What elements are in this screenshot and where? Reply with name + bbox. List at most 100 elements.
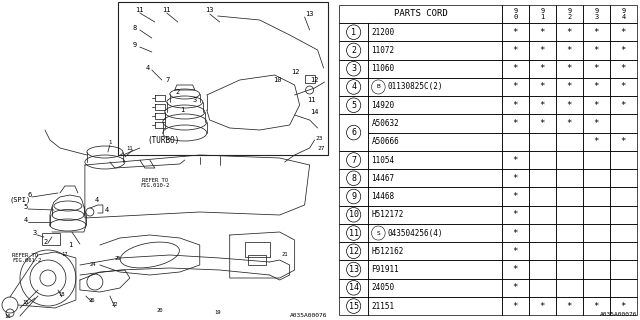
Circle shape: [347, 226, 361, 240]
Bar: [583, 114, 610, 132]
Text: 11: 11: [349, 228, 358, 237]
Text: *: *: [594, 46, 599, 55]
Text: 21: 21: [282, 252, 288, 258]
Bar: [610, 41, 637, 60]
Text: 15: 15: [22, 300, 29, 306]
Text: *: *: [594, 137, 599, 146]
Text: 11: 11: [163, 7, 171, 13]
Text: *: *: [513, 156, 518, 164]
Text: *: *: [566, 119, 572, 128]
Text: 11072: 11072: [371, 46, 395, 55]
Bar: [583, 279, 610, 297]
Bar: [502, 132, 529, 151]
Bar: [369, 78, 502, 96]
Text: 24050: 24050: [371, 283, 395, 292]
Bar: [502, 279, 529, 297]
Text: *: *: [513, 265, 518, 274]
Bar: [369, 169, 502, 188]
Bar: [502, 297, 529, 315]
Bar: [556, 242, 583, 260]
Bar: [556, 78, 583, 96]
Bar: [369, 279, 502, 297]
Text: *: *: [566, 46, 572, 55]
Text: A50632: A50632: [371, 119, 399, 128]
Text: *: *: [513, 192, 518, 201]
Text: 9: 9: [351, 192, 356, 201]
Text: *: *: [594, 301, 599, 311]
Bar: [339, 60, 369, 78]
Bar: [583, 242, 610, 260]
Text: *: *: [621, 83, 626, 92]
Bar: [610, 132, 637, 151]
Bar: [610, 96, 637, 114]
Bar: [502, 260, 529, 279]
Text: *: *: [513, 210, 518, 219]
Text: 4: 4: [146, 65, 150, 71]
Bar: [610, 78, 637, 96]
Bar: [610, 188, 637, 206]
Text: 10: 10: [349, 210, 358, 219]
Text: *: *: [513, 247, 518, 256]
Bar: [339, 224, 369, 242]
Bar: [502, 169, 529, 188]
Bar: [502, 5, 529, 23]
Bar: [502, 188, 529, 206]
Bar: [556, 188, 583, 206]
Text: 14: 14: [349, 283, 358, 292]
Circle shape: [347, 80, 361, 94]
Bar: [529, 224, 556, 242]
Text: 1: 1: [180, 107, 185, 113]
Text: B: B: [376, 84, 380, 90]
Bar: [529, 206, 556, 224]
Text: 14920: 14920: [371, 101, 395, 110]
Text: 01130825C(2): 01130825C(2): [388, 83, 443, 92]
Bar: [610, 151, 637, 169]
Bar: [529, 279, 556, 297]
Text: 9
3: 9 3: [595, 8, 598, 20]
Bar: [502, 114, 529, 132]
Bar: [583, 224, 610, 242]
Text: 17: 17: [61, 252, 68, 258]
Text: 16: 16: [4, 314, 12, 318]
Circle shape: [347, 244, 361, 259]
Bar: [583, 169, 610, 188]
Circle shape: [347, 43, 361, 58]
Bar: [502, 78, 529, 96]
Bar: [529, 96, 556, 114]
Bar: [339, 188, 369, 206]
Bar: [502, 60, 529, 78]
Text: (SPI): (SPI): [10, 197, 31, 203]
Text: F91911: F91911: [371, 265, 399, 274]
Text: *: *: [513, 28, 518, 37]
Bar: [556, 224, 583, 242]
Bar: [556, 297, 583, 315]
Bar: [369, 151, 502, 169]
Text: *: *: [566, 64, 572, 73]
Text: A035A00076: A035A00076: [290, 313, 328, 318]
Bar: [369, 224, 502, 242]
Text: 3: 3: [351, 64, 356, 73]
Circle shape: [347, 61, 361, 76]
Bar: [610, 169, 637, 188]
Bar: [556, 151, 583, 169]
Text: 25: 25: [115, 255, 121, 260]
Bar: [502, 206, 529, 224]
Text: *: *: [621, 301, 626, 311]
Bar: [305, 75, 315, 83]
Text: 14: 14: [310, 109, 319, 115]
Circle shape: [347, 153, 361, 167]
Bar: [610, 242, 637, 260]
Text: REFER TO
FIG.061-2: REFER TO FIG.061-2: [12, 252, 41, 263]
Bar: [502, 224, 529, 242]
Bar: [339, 151, 369, 169]
Text: *: *: [621, 28, 626, 37]
Text: 2: 2: [44, 239, 48, 245]
Text: *: *: [594, 64, 599, 73]
Bar: [610, 297, 637, 315]
Text: 4: 4: [95, 197, 99, 203]
Bar: [556, 41, 583, 60]
Text: 11: 11: [136, 7, 144, 13]
Text: 11: 11: [127, 146, 133, 150]
Bar: [556, 169, 583, 188]
Text: 22: 22: [111, 302, 118, 308]
